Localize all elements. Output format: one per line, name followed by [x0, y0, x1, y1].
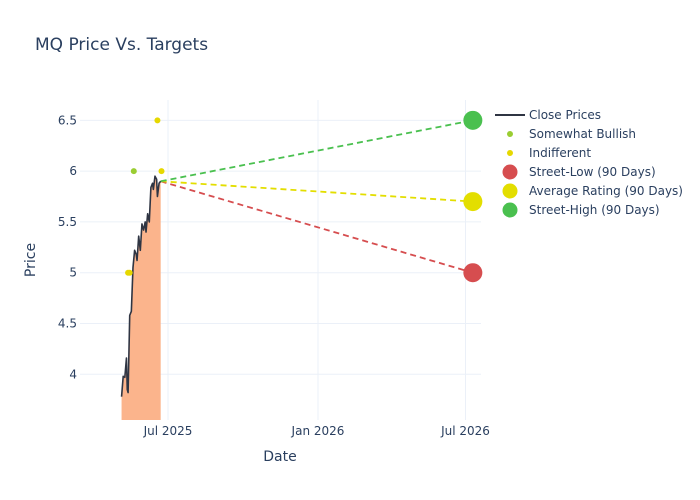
close-price-line: [120, 175, 162, 397]
x-tick-label: Jan 2026: [291, 424, 345, 438]
legend-label: Indifferent: [529, 146, 591, 160]
x-tick-label: Jul 2025: [143, 424, 193, 438]
rating-marker[interactable]: [130, 168, 137, 175]
legend-label: Average Rating (90 Days): [529, 184, 683, 198]
y-axis-ticks: 4 4.5 5 5.5 6 6.5: [58, 113, 77, 381]
y-tick-label: 5: [69, 266, 77, 280]
legend-dot-swatch: [507, 131, 513, 137]
legend-label: Somewhat Bullish: [529, 127, 636, 141]
target-line: [160, 119, 474, 183]
y-axis-title: Price: [23, 243, 39, 277]
target-layer: [160, 119, 474, 274]
target-line: [160, 180, 473, 203]
legend-label: Street-High (90 Days): [529, 203, 660, 217]
line-layer: [120, 175, 162, 397]
rating-marker[interactable]: [158, 168, 165, 175]
y-tick-label: 4.5: [58, 316, 77, 330]
target-line: [160, 180, 474, 274]
target-marker[interactable]: [463, 263, 483, 283]
target-marker[interactable]: [463, 110, 483, 130]
legend-circle-swatch: [502, 183, 518, 199]
legend-circle-swatch: [502, 202, 518, 218]
legend-item[interactable]: Street-Low (90 Days): [502, 164, 656, 180]
x-axis-title: Date: [263, 449, 296, 465]
area-layer: [121, 176, 161, 420]
close-price-area: [121, 176, 161, 420]
rating-marker[interactable]: [154, 117, 161, 124]
legend-item[interactable]: Close Prices: [495, 108, 601, 122]
legend-item[interactable]: Somewhat Bullish: [507, 127, 636, 141]
y-tick-label: 6.5: [58, 113, 77, 127]
legend-label: Close Prices: [529, 108, 601, 122]
legend-item[interactable]: Indifferent: [507, 146, 591, 160]
legend-dot-swatch: [507, 150, 513, 156]
legend[interactable]: Close Prices Somewhat Bullish Indifferent S…: [495, 108, 683, 218]
legend-item[interactable]: Average Rating (90 Days): [502, 183, 684, 199]
target-marker[interactable]: [463, 192, 483, 212]
marker-layer: [125, 110, 483, 283]
y-tick-label: 6: [69, 164, 77, 178]
x-axis-ticks: Jul 2025 Jan 2026 Jul 2026: [143, 424, 490, 438]
y-tick-label: 4: [69, 367, 77, 381]
legend-label: Street-Low (90 Days): [529, 165, 656, 179]
legend-circle-swatch: [502, 164, 518, 180]
rating-marker[interactable]: [126, 269, 133, 276]
chart-title: MQ Price Vs. Targets: [35, 35, 208, 55]
legend-item[interactable]: Street-High (90 Days): [502, 202, 660, 218]
y-tick-label: 5.5: [58, 215, 77, 229]
x-tick-label: Jul 2026: [440, 424, 490, 438]
